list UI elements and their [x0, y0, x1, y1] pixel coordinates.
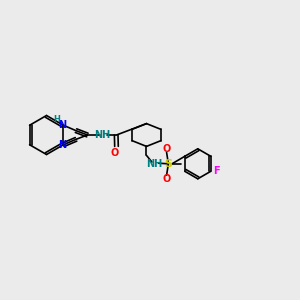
Text: NH: NH — [146, 159, 162, 170]
Text: NH: NH — [94, 130, 110, 140]
Text: O: O — [163, 144, 171, 154]
Text: O: O — [163, 174, 171, 184]
Text: S: S — [164, 159, 172, 169]
Text: N: N — [58, 140, 66, 150]
Text: O: O — [111, 148, 119, 158]
Text: H: H — [53, 115, 60, 124]
Text: N: N — [58, 120, 66, 130]
Text: F: F — [213, 166, 220, 176]
